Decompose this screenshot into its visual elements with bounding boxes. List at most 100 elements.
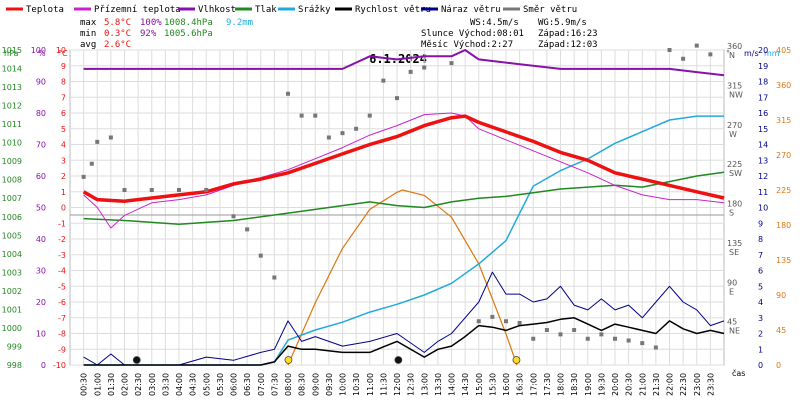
unit-degc: °C [58,49,68,58]
wind-dir-point [694,43,699,48]
stats-min-label: min [80,29,96,39]
x-tick-label: 19:00 [584,373,593,396]
wind-dir-label: S [729,209,734,218]
wind-dir-point [708,52,713,57]
x-tick-label: 07:30 [270,373,279,396]
x-axis-label: čas [732,368,745,378]
legend-item-tlak: Tlak [235,5,277,15]
x-tick-label: 14:30 [461,373,470,396]
temperature_c-tick: -1 [58,219,66,228]
x-tick-label: 04:30 [189,373,198,396]
pressure_hpa-tick: 1010 [2,139,22,148]
pressure_hpa-tick: 1004 [2,250,22,259]
wind-ms-tick: 6 [758,267,763,276]
humidity_pct-tick: 10 [36,330,46,339]
wind-dir-label: N [729,51,735,60]
markers-layer [132,356,521,364]
pressure_hpa-tick: 1015 [2,46,22,55]
wind-ms-tick: 10 [758,204,768,213]
axis-units: hPa % °C ° m/s mm [4,49,780,58]
rain-mm-tick: 270 [776,151,791,160]
x-tick-label: 23:30 [706,373,715,396]
humidity_pct-tick: 70 [36,141,46,150]
temperature_c-tick: -6 [58,298,66,307]
wind-dir-point [354,126,359,131]
humidity_pct-tick: 60 [36,172,46,181]
pressure_hpa-tick: 1003 [2,268,22,277]
temperature_c-tick: -5 [58,282,66,291]
rain-mm-tick: 405 [776,46,791,55]
wind-dir-label: SW [729,169,742,178]
legend-label-smer-vetru: Směr větru [523,5,577,15]
wind-ms-tick: 16 [758,109,768,118]
wind-dir-point [95,139,100,144]
humidity_pct-tick: 100 [31,46,46,55]
pressure_hpa-tick: 1000 [2,324,22,333]
x-tick-label: 20:00 [611,373,620,396]
wind-dir-point [504,319,508,324]
wind-ms-tick: 7 [758,251,763,260]
wind-dir-tick: 315 [727,81,742,90]
stats-avg-label: avg [80,40,96,50]
stats-avg-temp: 2.6°C [104,40,131,50]
rain-mm-tick: 225 [776,186,791,195]
legend-item-prizemni-teplota: Přízemní teplota [74,5,181,15]
x-tick-label: 17:00 [529,373,538,396]
pressure_hpa-tick: 999 [7,342,22,351]
wind-dir-point [81,174,86,179]
x-tick-label: 05:00 [202,373,211,396]
rain-mm-tick: 360 [776,81,791,90]
series-layer [81,43,725,366]
wind-dir-point [640,341,645,346]
legend-item-rychlost-vetru: Rychlost větru [335,5,431,15]
x-tick-label: 23:00 [693,373,702,396]
wind-dir-point [89,161,94,166]
info-sun: Slunce Východ:08:01 [421,29,524,39]
wind-dir-point [108,135,113,140]
wind-dir-point [653,345,658,350]
humidity_pct-tick: 30 [36,267,46,276]
x-tick-label: 13:30 [434,373,443,396]
wind-ms-tick: 20 [758,46,768,55]
x-tick-label: 11:00 [366,373,375,396]
wind-ms-tick: 13 [758,156,768,165]
wind-ms-tick: 18 [758,78,768,87]
stats-max-press: 1008.4hPa [164,18,213,28]
x-tick-label: 22:30 [679,373,688,396]
moonrise-marker [132,356,141,364]
wind-dir-point [558,332,563,337]
wind-dir-point [667,48,672,52]
info-block: WS:4.5m/s WG:5.9m/s Slunce Východ:08:01 … [421,18,598,50]
temperature_c-tick: -7 [58,314,66,323]
wind-dir-point [367,113,372,118]
wind-dir-label: NE [729,327,740,336]
info-moon-set: Západ:12:03 [538,40,598,50]
x-tick-label: 04:00 [175,373,184,396]
wind-dir-label: NW [729,90,743,99]
x-tick-label: 22:00 [666,373,675,396]
x-tick-label: 06:00 [230,373,239,396]
series-rychlost-v-tru [83,317,725,366]
x-tick-label: 00:30 [80,373,89,396]
legend-item-srazky: Srážky [278,5,331,15]
info-moon: Měsíc Východ:2:27 [421,40,513,50]
legend: Teplota Přízemní teplota Vlhkost Tlak Sr… [6,5,577,15]
series-p-zemn-teplota [83,112,725,229]
pressure_hpa-tick: 1006 [2,213,22,222]
x-tick-label: 08:00 [284,373,293,396]
left-axes: 9989991000100110021003100410051006100710… [2,46,66,370]
wind-dir-point [613,336,617,341]
x-tick-label: 16:00 [502,373,511,396]
x-tick-label: 18:30 [570,373,579,396]
temperature_c-tick: 8 [61,78,66,87]
unit-hpa: hPa [4,49,19,58]
wind-ms-tick: 4 [758,298,763,307]
wind-dir-point [517,321,522,325]
wind-dir-point [585,336,590,341]
x-tick-label: 21:30 [652,373,661,396]
wind-ms-tick: 12 [758,172,768,181]
sunrise-marker [284,356,293,364]
series-tlak [83,171,725,225]
wind-dir-point [408,69,413,74]
legend-label-srazky: Srážky [298,5,331,15]
